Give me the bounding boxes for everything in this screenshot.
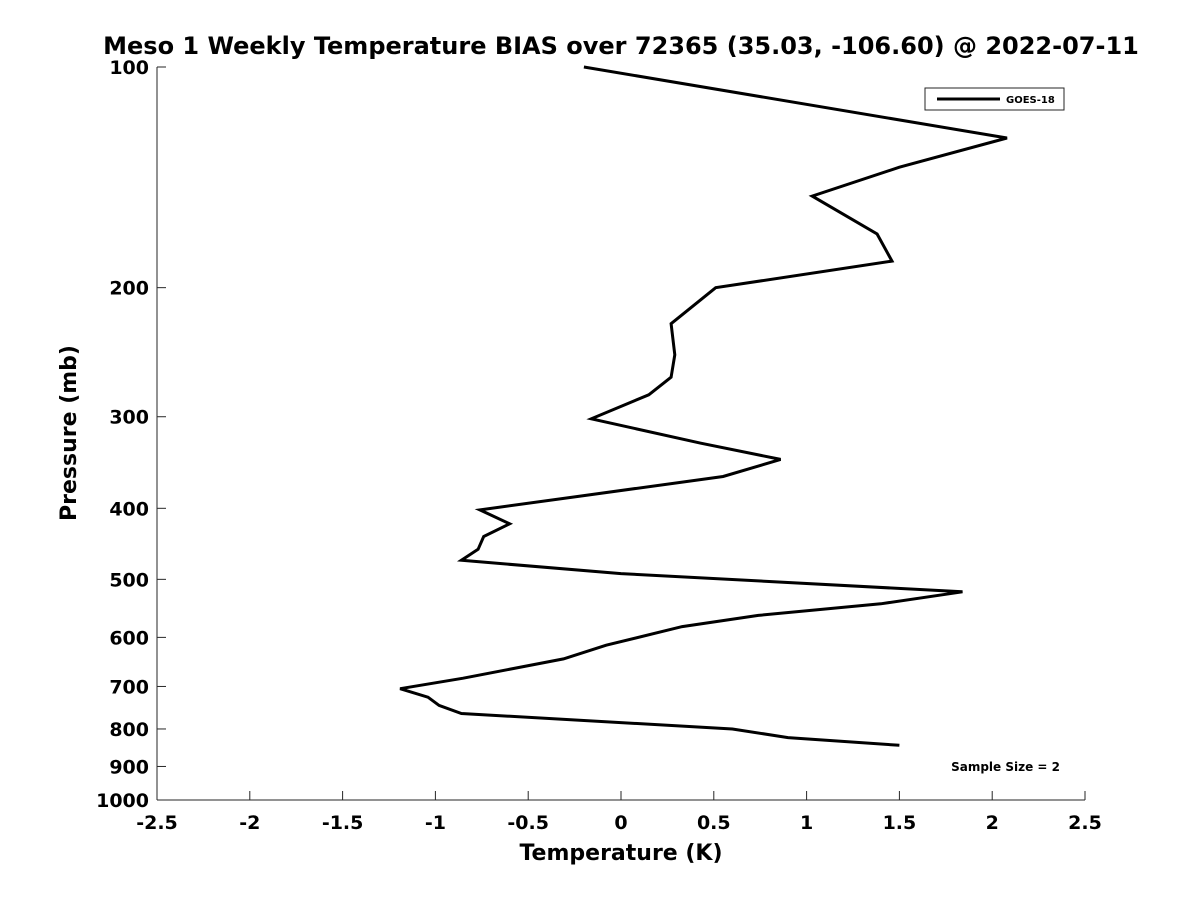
y-axis-label: Pressure (mb) [57,345,82,521]
x-tick-label: 0 [614,812,627,834]
x-tick-label: -2 [239,812,260,834]
y-tick-label: 700 [109,676,149,698]
x-tick-label: 2 [986,812,999,834]
series-line-goes-18 [399,65,1008,747]
chart-title: Meso 1 Weekly Temperature BIAS over 7236… [103,32,1139,60]
x-tick-label: 2.5 [1068,812,1102,834]
x-tick-label: -0.5 [507,812,549,834]
x-tick-label: 1.5 [883,812,917,834]
legend-entry: GOES-18 [1006,95,1055,106]
x-tick-label: -1 [425,812,446,834]
y-tick-label: 400 [109,498,149,520]
y-tick-label: 800 [109,719,149,741]
x-tick-label: 1 [800,812,813,834]
plot-area [156,67,1085,801]
y-tick-label: 100 [109,57,149,79]
sample-size-annotation: Sample Size = 2 [951,760,1060,774]
x-axis-ticks: -2.5 -2 -1.5 -1 -0.5 0 0.5 1 1.5 2 2.5 [136,791,1102,834]
y-tick-label: 300 [109,407,149,429]
y-tick-label: 1000 [96,790,149,812]
legend: GOES-18 [924,87,1065,111]
y-tick-label: 500 [109,569,149,591]
x-axis-label: Temperature (K) [519,841,722,866]
y-tick-label: 900 [109,756,149,778]
x-tick-label: -2.5 [136,812,178,834]
annotations-layer: Sample Size = 2 [951,760,1060,774]
y-tick-label: 200 [109,278,149,300]
x-tick-label: -1.5 [322,812,364,834]
series-layer [399,65,1008,747]
x-tick-label: 0.5 [697,812,731,834]
y-axis-ticks: 100 200 300 400 500 600 700 800 900 1000 [96,57,166,812]
y-tick-label: 600 [109,627,149,649]
